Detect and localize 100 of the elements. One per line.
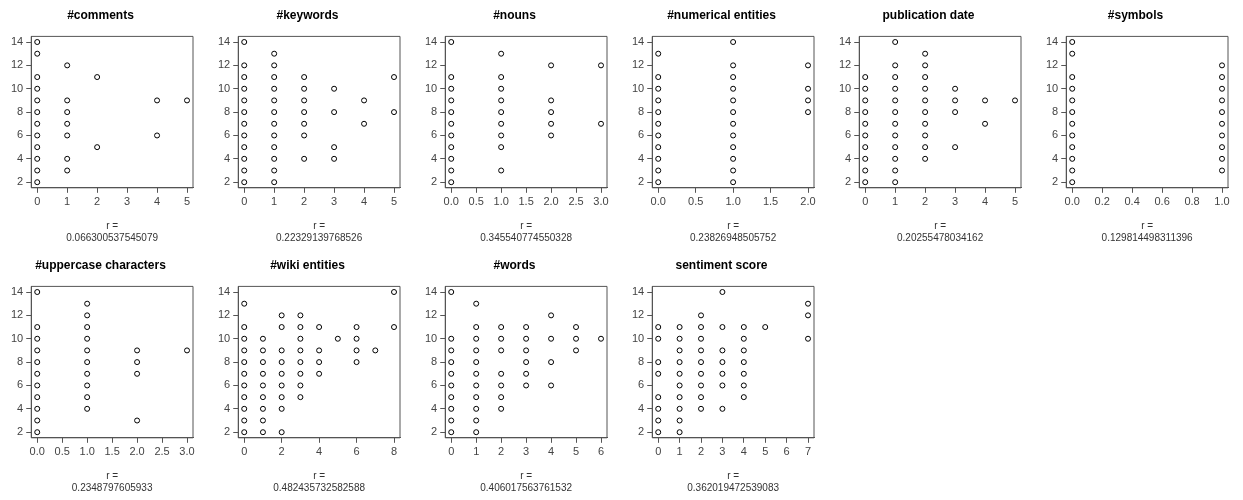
x-tick-label: 1	[473, 445, 480, 458]
y-tick-label: 8	[845, 105, 852, 118]
chart-title: #numerical entities	[667, 7, 777, 22]
x-tick-label: 4	[548, 445, 555, 458]
x-tick-label: 1.0	[493, 195, 509, 208]
y-tick-label: 12	[424, 58, 438, 71]
y-tick-label: 2	[17, 425, 24, 438]
y-tick-label: 14	[838, 35, 852, 48]
y-tick-label: 6	[431, 128, 438, 141]
x-tick-label: 0.2	[1094, 195, 1110, 208]
y-tick-label: 14	[217, 285, 231, 298]
x-tick-label: 4	[153, 195, 161, 208]
x-tick-label: 1	[892, 195, 899, 208]
x-tick-label: 0.4	[1124, 195, 1140, 208]
chart-title: #nouns	[493, 7, 537, 22]
x-tick-label: 3	[124, 195, 131, 208]
y-tick-label: 6	[845, 128, 852, 141]
y-tick-label: 4	[17, 151, 24, 164]
y-tick-label: 4	[638, 151, 645, 164]
y-tick-label: 6	[1052, 128, 1059, 141]
x-tick-label: 2	[94, 195, 101, 208]
x-tick-label: 4	[740, 445, 747, 458]
x-tick-label: 4	[981, 195, 989, 208]
x-tick-label: 4	[360, 195, 368, 208]
y-tick-label: 14	[1045, 35, 1059, 48]
x-tick-label: 2	[278, 445, 285, 458]
y-tick-label: 8	[431, 105, 438, 118]
y-tick-label: 8	[17, 355, 24, 368]
x-tick-label: 6	[783, 445, 790, 458]
y-tick-label: 10	[10, 81, 24, 94]
x-tick-label: 0	[862, 195, 869, 208]
y-tick-label: 10	[838, 81, 852, 94]
x-tick-label: 0.0	[650, 195, 666, 208]
y-tick-label: 10	[217, 331, 231, 344]
y-tick-label: 10	[1045, 81, 1059, 94]
x-tick-label: 1.0	[1214, 195, 1230, 208]
y-tick-label: 4	[431, 401, 438, 414]
y-tick-label: 2	[224, 175, 231, 188]
y-tick-label: 10	[217, 81, 231, 94]
x-tick-label: 2.5	[568, 195, 584, 208]
y-tick-label: 14	[631, 35, 645, 48]
x-axis-title: r = 0.2348797605933	[71, 469, 153, 493]
x-tick-label: 5	[390, 195, 398, 208]
x-tick-label: 0	[655, 445, 662, 458]
y-tick-label: 2	[845, 175, 852, 188]
y-tick-label: 4	[224, 151, 231, 164]
y-tick-label: 6	[17, 378, 24, 391]
x-tick-label: 2	[922, 195, 929, 208]
y-tick-label: 4	[224, 401, 231, 414]
y-tick-label: 6	[638, 128, 645, 141]
x-tick-label: 3	[523, 445, 530, 458]
x-axis-title: r = 0.20255478034162	[897, 219, 984, 243]
x-tick-label: 0.5	[54, 445, 70, 458]
y-tick-label: 4	[1052, 151, 1059, 164]
y-tick-label: 2	[431, 425, 438, 438]
y-tick-label: 12	[424, 308, 438, 321]
y-tick-label: 14	[10, 35, 24, 48]
y-tick-label: 12	[10, 308, 24, 321]
x-tick-label: 0	[241, 445, 248, 458]
x-axis-title: r = 0.406017563761532	[480, 469, 573, 493]
x-tick-label: 0.0	[29, 445, 45, 458]
x-tick-label: 2.5	[154, 445, 170, 458]
y-tick-label: 6	[17, 128, 24, 141]
x-tick-label: 2.0	[543, 195, 559, 208]
x-tick-label: 1.5	[104, 445, 120, 458]
y-tick-label: 10	[424, 331, 438, 344]
x-tick-label: 2	[498, 445, 505, 458]
x-tick-label: 0.8	[1184, 195, 1200, 208]
y-tick-label: 2	[224, 425, 231, 438]
x-tick-label: 5	[762, 445, 769, 458]
x-tick-label: 2	[301, 195, 308, 208]
x-tick-label: 0.0	[1064, 195, 1080, 208]
y-tick-label: 14	[424, 285, 438, 298]
x-tick-label: 5	[1011, 195, 1019, 208]
y-tick-label: 8	[638, 355, 645, 368]
y-tick-label: 12	[1045, 58, 1059, 71]
x-tick-label: 1.0	[79, 445, 95, 458]
y-tick-label: 8	[1052, 105, 1059, 118]
x-tick-label: 0.6	[1154, 195, 1170, 208]
x-axis-title: r = 0.22329139768526	[276, 219, 363, 243]
y-tick-label: 12	[631, 308, 645, 321]
x-axis-title: r = 0.362019472539083	[687, 469, 780, 493]
x-axis-title: r = 0.482435732582588	[273, 469, 366, 493]
y-tick-label: 4	[17, 401, 24, 414]
x-tick-label: 1.5	[518, 195, 534, 208]
chart-title: #comments	[67, 7, 135, 22]
x-tick-label: 1.5	[762, 195, 779, 208]
y-tick-label: 4	[638, 401, 645, 414]
y-tick-label: 10	[631, 331, 645, 344]
y-tick-label: 12	[10, 58, 24, 71]
x-tick-label: 0	[241, 195, 248, 208]
y-tick-label: 8	[638, 105, 645, 118]
y-tick-label: 14	[217, 35, 231, 48]
x-tick-label: 8	[390, 445, 398, 458]
x-tick-label: 1	[64, 195, 71, 208]
chart-title: #uppercase characters	[35, 257, 167, 272]
x-axis-title: r = 0.345540774550328	[480, 219, 573, 243]
y-tick-label: 2	[638, 425, 645, 438]
y-tick-label: 2	[638, 175, 645, 188]
y-tick-label: 6	[224, 128, 231, 141]
